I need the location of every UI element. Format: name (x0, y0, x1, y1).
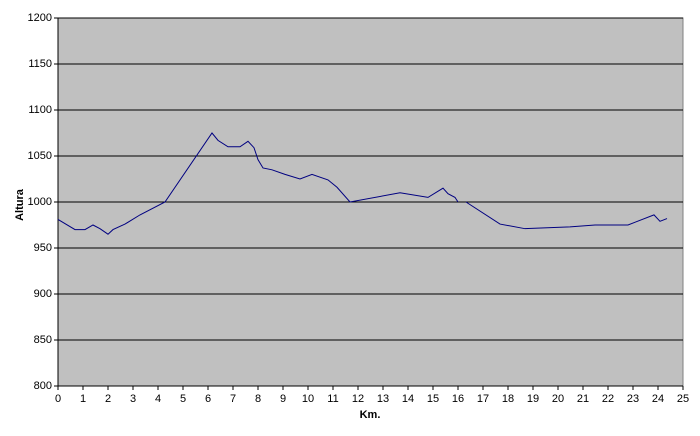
y-tick-label: 950 (34, 242, 52, 254)
y-tick-label: 800 (34, 380, 52, 392)
x-tick-label: 5 (180, 393, 186, 405)
y-tick-label: 1100 (28, 104, 52, 116)
y-tick-label: 1150 (28, 58, 52, 70)
x-tick-label: 3 (130, 393, 136, 405)
x-tick-label: 9 (280, 393, 286, 405)
x-tick-label: 17 (477, 393, 489, 405)
x-tick-label: 10 (302, 393, 314, 405)
x-tick-label: 23 (627, 393, 639, 405)
x-tick-label: 12 (352, 393, 364, 405)
y-tick-label: 1050 (28, 150, 52, 162)
x-tick-label: 11 (327, 393, 338, 405)
x-tick-label: 19 (527, 393, 539, 405)
y-tick-label: 1000 (28, 196, 52, 208)
y-axis-title: Altura (14, 188, 26, 221)
x-tick-label: 1 (80, 393, 86, 405)
x-tick-label: 8 (255, 393, 261, 405)
x-tick-label: 6 (205, 393, 211, 405)
x-tick-label: 14 (402, 393, 414, 405)
x-tick-label: 7 (230, 393, 236, 405)
x-tick-label: 13 (377, 393, 389, 405)
x-tick-label: 22 (602, 393, 614, 405)
x-tick-label: 2 (105, 393, 111, 405)
data-line (57, 132, 668, 235)
x-tick-label: 15 (427, 393, 439, 405)
y-tick-label: 1200 (28, 12, 52, 24)
x-tick-label: 0 (55, 393, 61, 405)
x-tick-label: 4 (155, 393, 161, 405)
x-axis-title: Km. (360, 409, 381, 421)
x-tick-label: 21 (577, 393, 589, 405)
x-tick-label: 20 (552, 393, 564, 405)
x-tick-label: 18 (502, 393, 514, 405)
y-tick-label: 900 (34, 288, 52, 300)
x-tick-label: 16 (452, 393, 464, 405)
x-tick-label: 25 (677, 393, 689, 405)
y-tick-label: 850 (34, 334, 52, 346)
x-tick-label: 24 (652, 393, 664, 405)
